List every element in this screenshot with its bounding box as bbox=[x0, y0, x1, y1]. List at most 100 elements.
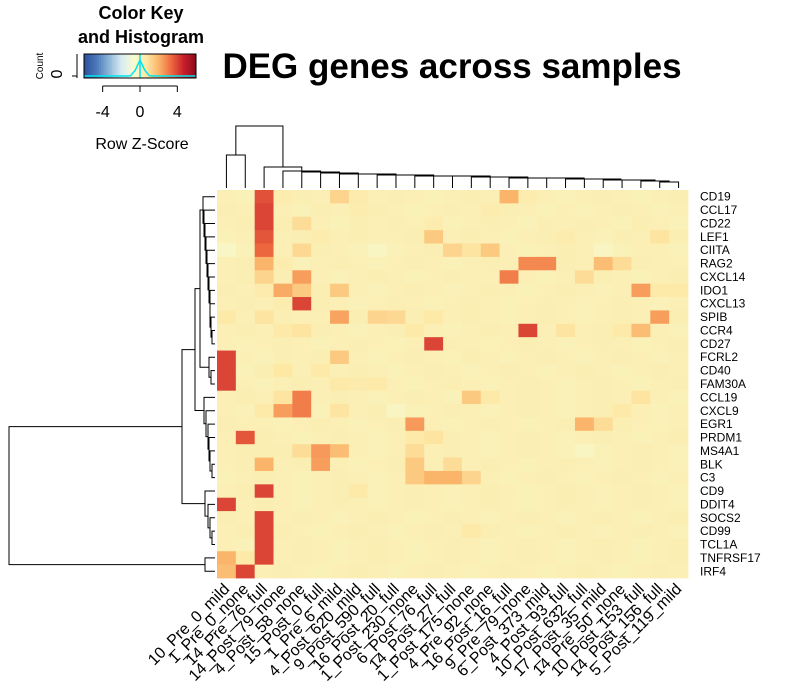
heatmap-cell bbox=[650, 537, 670, 552]
heatmap-cell bbox=[217, 190, 237, 204]
heatmap-cell bbox=[650, 551, 670, 566]
heatmap-cell bbox=[612, 203, 632, 218]
heatmap-cell bbox=[330, 457, 350, 472]
heatmap-cell bbox=[424, 283, 444, 298]
heatmap-cell bbox=[669, 243, 689, 258]
heatmap-cell bbox=[631, 564, 651, 579]
heatmap-cell bbox=[424, 190, 444, 204]
heatmap-cell bbox=[537, 350, 557, 365]
heatmap-cell bbox=[330, 297, 350, 311]
heatmap-cell bbox=[593, 484, 614, 499]
heatmap-cell bbox=[556, 337, 576, 351]
heatmap-cell bbox=[499, 444, 519, 458]
heatmap-cell bbox=[612, 256, 632, 271]
heatmap-cell bbox=[650, 350, 670, 365]
heatmap-cell bbox=[311, 537, 331, 552]
heatmap-cell bbox=[612, 216, 632, 231]
heatmap-cell bbox=[650, 243, 670, 258]
color-key-swatch bbox=[182, 54, 186, 78]
heatmap-cell bbox=[292, 323, 312, 338]
heatmap-cell bbox=[348, 297, 369, 311]
chart-title: DEG genes across samples bbox=[222, 47, 681, 86]
color-key-frame bbox=[83, 53, 197, 79]
color-key-x-label: Row Z-Score bbox=[95, 136, 188, 153]
heatmap-cell bbox=[631, 216, 651, 231]
heatmap-cell bbox=[461, 417, 482, 432]
heatmap-cell bbox=[612, 564, 632, 579]
heatmap-cell bbox=[556, 230, 576, 244]
heatmap-cell bbox=[311, 216, 331, 231]
heatmap-cell bbox=[367, 417, 387, 432]
heatmap-cell bbox=[650, 511, 670, 525]
heatmap-cell bbox=[273, 417, 293, 432]
heatmap-cell bbox=[273, 537, 293, 552]
heatmap-cell bbox=[217, 243, 237, 258]
row-label-tnfrsf17: TNFRSF17 bbox=[700, 551, 761, 565]
color-key-y-label: Count bbox=[35, 52, 46, 79]
heatmap-cell bbox=[650, 190, 670, 204]
dendrogram-branch bbox=[204, 557, 215, 572]
color-key-swatch bbox=[85, 54, 89, 78]
heatmap-cell bbox=[330, 417, 350, 432]
heatmap-cell bbox=[424, 363, 444, 378]
dendrogram-branch bbox=[565, 178, 603, 188]
heatmap-cell bbox=[254, 377, 274, 392]
heatmap-cell bbox=[631, 417, 651, 432]
dendrogram-branch bbox=[207, 503, 215, 529]
heatmap-cell bbox=[292, 243, 312, 258]
row-label-cxcl14: CXCL14 bbox=[700, 270, 746, 284]
dendrogram-branch bbox=[414, 175, 453, 188]
heatmap-cell bbox=[480, 203, 500, 218]
heatmap-cell bbox=[217, 404, 237, 418]
heatmap-cell bbox=[669, 564, 689, 579]
heatmap-cell bbox=[669, 350, 689, 365]
heatmap-cell bbox=[443, 203, 463, 218]
color-key-bar bbox=[84, 54, 197, 78]
heatmap-cell bbox=[574, 283, 595, 298]
heatmap-cell bbox=[537, 551, 557, 566]
heatmap-cell bbox=[405, 551, 425, 566]
heatmap-cell bbox=[367, 256, 387, 271]
heatmap-cell bbox=[556, 190, 576, 204]
heatmap-cell bbox=[348, 230, 369, 244]
heatmap-cell bbox=[480, 390, 500, 405]
heatmap-cell bbox=[217, 256, 237, 271]
heatmap-cell bbox=[499, 270, 519, 285]
heatmap-cell bbox=[348, 551, 369, 566]
heatmap-cell bbox=[461, 457, 482, 472]
heatmap-cell bbox=[480, 511, 500, 525]
heatmap-cell bbox=[330, 230, 350, 244]
heatmap-cell bbox=[311, 203, 331, 218]
heatmap-cell bbox=[292, 297, 312, 311]
heatmap-cell bbox=[311, 363, 331, 378]
heatmap-cell bbox=[386, 256, 406, 271]
heatmap-cell bbox=[273, 470, 293, 485]
heatmap-cell bbox=[330, 564, 350, 579]
dendrogram-branch bbox=[235, 125, 284, 167]
heatmap-cell bbox=[499, 377, 519, 392]
heatmap-cell bbox=[499, 537, 519, 552]
heatmap-cell bbox=[574, 444, 595, 458]
dendrogram-branch bbox=[225, 154, 246, 188]
heatmap-cell bbox=[650, 390, 670, 405]
heatmap-cell bbox=[443, 283, 463, 298]
heatmap-cell bbox=[273, 216, 293, 231]
heatmap-cell bbox=[556, 457, 576, 472]
heatmap-cell bbox=[367, 390, 387, 405]
heatmap-cell bbox=[612, 390, 632, 405]
color-key-swatch bbox=[186, 54, 189, 78]
heatmap-cell bbox=[461, 470, 482, 485]
heatmap-cell bbox=[424, 323, 444, 338]
heatmap-cell bbox=[480, 417, 500, 432]
heatmap-cell bbox=[518, 283, 538, 298]
color-key-swatch bbox=[93, 54, 96, 78]
heatmap-cell bbox=[367, 310, 387, 325]
heatmap-cell bbox=[330, 350, 350, 365]
heatmap-cell bbox=[424, 256, 444, 271]
color-key-x-axis: -4 0 4 bbox=[96, 85, 182, 121]
heatmap-cell bbox=[235, 190, 256, 204]
heatmap-cell bbox=[235, 230, 256, 244]
heatmap-cell bbox=[292, 283, 312, 298]
heatmap-cell bbox=[235, 377, 256, 392]
row-label-ciita: CIITA bbox=[700, 243, 730, 257]
